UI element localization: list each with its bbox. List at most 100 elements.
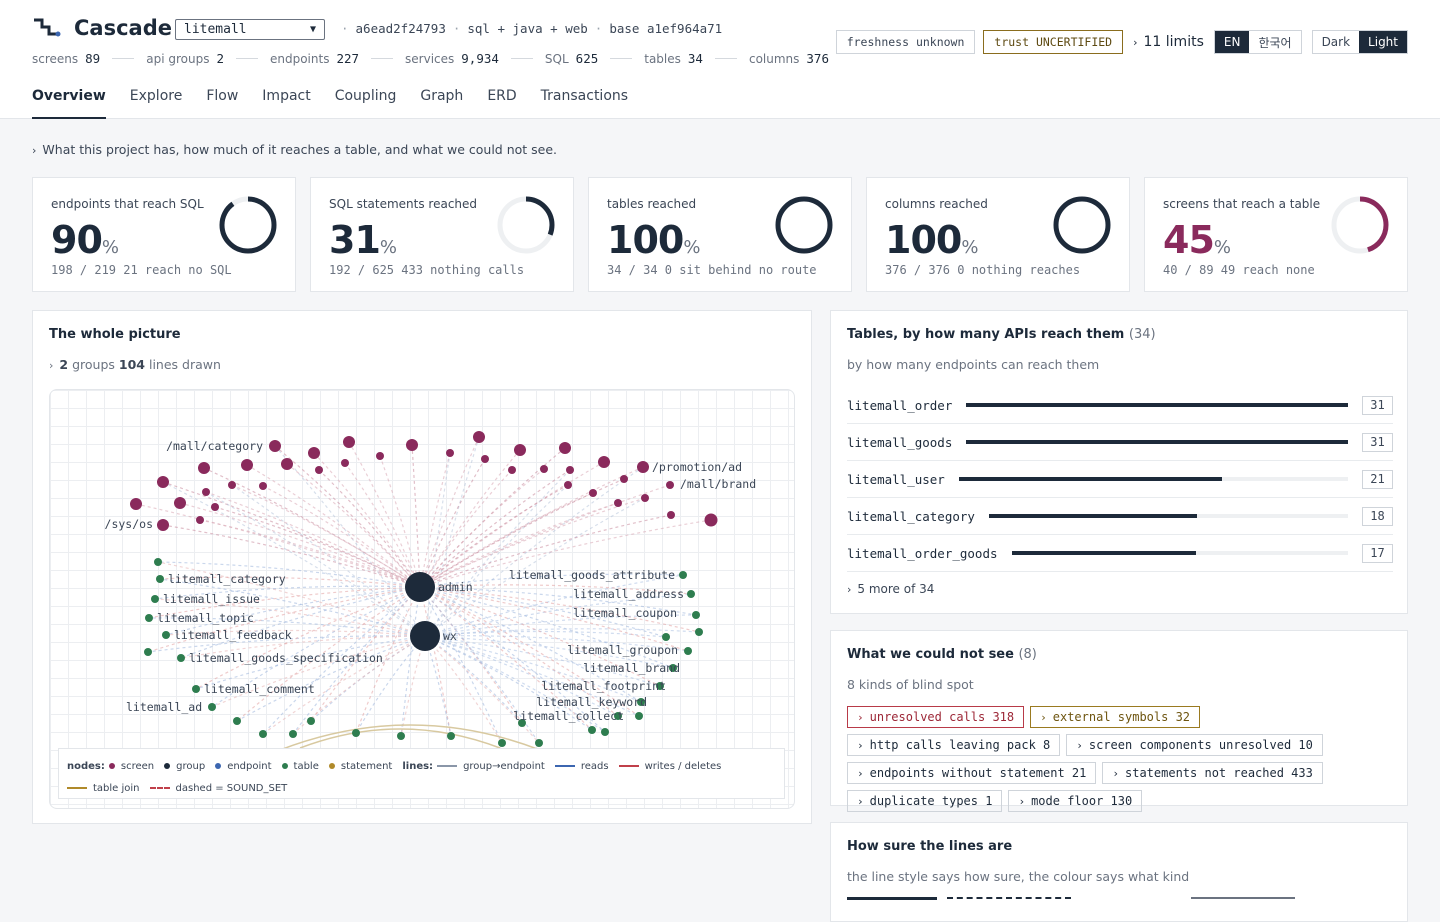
theme-light-button[interactable]: Light xyxy=(1359,31,1407,53)
kpi-card[interactable]: SQL statements reached 31% 192 / 625 433… xyxy=(310,177,574,292)
kpi-card[interactable]: screens that reach a table 45% 40 / 89 4… xyxy=(1144,177,1408,292)
project-select-value: litemall xyxy=(184,22,247,37)
tab-overview[interactable]: Overview xyxy=(32,88,106,119)
chevron-right-icon: › xyxy=(1040,710,1047,724)
graph-edge xyxy=(419,466,644,588)
chevron-right-icon: › xyxy=(857,766,864,780)
intro-text[interactable]: › What this project has, how much of it r… xyxy=(32,142,557,157)
kpi-unit: % xyxy=(101,237,119,258)
blind-spot-chip[interactable]: › external symbols 32 xyxy=(1030,706,1201,728)
graph-edge xyxy=(424,635,689,652)
table-count: 17 xyxy=(1362,543,1393,563)
tab-transactions[interactable]: Transactions xyxy=(540,88,629,104)
stat-label: tables xyxy=(644,51,681,66)
intro-label: What this project has, how much of it re… xyxy=(42,142,558,157)
table-row[interactable]: litemall_order_goods 17 xyxy=(847,535,1393,572)
table-row[interactable]: litemall_user 21 xyxy=(847,461,1393,498)
theme-dark-button[interactable]: Dark xyxy=(1312,31,1360,53)
kpi-ring xyxy=(1053,196,1111,254)
table-name: litemall_user xyxy=(847,471,945,487)
screen-node xyxy=(343,436,355,448)
stat-value: 9,934 xyxy=(461,51,499,66)
graph-edge xyxy=(424,635,452,737)
table-node xyxy=(601,728,609,736)
legend-dot-icon xyxy=(215,763,222,769)
limits-toggle[interactable]: › 11 limits xyxy=(1133,34,1204,50)
lang-en-button[interactable]: EN xyxy=(1214,31,1250,53)
tab-flow[interactable]: Flow xyxy=(206,88,239,104)
legend-dot-icon xyxy=(281,763,288,769)
blind-spot-chip[interactable]: › statements not reached 433 xyxy=(1102,762,1323,784)
project-meta: · a6ead2f24793 · sql + java + web · base a1ef… xyxy=(341,21,723,36)
cascade-logo-icon xyxy=(34,18,61,37)
blind-spot-chip[interactable]: › endpoints without statement 21 xyxy=(847,762,1097,784)
graph-node-label: litemall_goods_specification xyxy=(189,651,383,665)
graph-edge xyxy=(424,635,540,744)
graph-svg[interactable]: /mall/category/promotion/ad/mall/brand/s… xyxy=(50,390,795,809)
stat-label: endpoints xyxy=(269,51,330,66)
graph-edge xyxy=(355,635,426,734)
screen-node xyxy=(589,489,597,497)
table-row[interactable]: litemall_category 18 xyxy=(847,498,1393,535)
chip-label: external symbols 32 xyxy=(1052,710,1191,724)
screen-node xyxy=(211,503,219,511)
table-name: litemall_order xyxy=(847,397,953,413)
table-join-edge xyxy=(279,724,541,751)
graph-edge xyxy=(419,519,712,588)
tab-impact[interactable]: Impact xyxy=(262,88,311,104)
picture-summary[interactable]: › 2 groups 104 lines drawn xyxy=(49,357,221,372)
screen-node xyxy=(614,499,622,507)
screen-node xyxy=(202,488,210,496)
legend-line-icon xyxy=(67,787,87,789)
stat-separator xyxy=(714,58,737,59)
graph-edge xyxy=(419,497,646,588)
kpi-card[interactable]: endpoints that reach SQL 90% 198 / 219 2… xyxy=(32,177,296,292)
graph-edge xyxy=(424,466,644,637)
tab-erd[interactable]: ERD xyxy=(487,88,517,104)
blind-spot-chip[interactable]: › screen components unresolved 10 xyxy=(1066,734,1323,756)
more-tables-toggle[interactable]: › 5 more of 34 xyxy=(847,582,934,596)
blind-spot-chip[interactable]: › duplicate types 1 xyxy=(847,790,1003,812)
kpi-label: screens that reach a table xyxy=(1163,197,1321,211)
table-bar xyxy=(1011,551,1348,555)
blind-spot-chip[interactable]: › mode floor 130 xyxy=(1008,790,1143,812)
blind-spot-chip[interactable]: › http calls leaving pack 8 xyxy=(847,734,1061,756)
screen-node xyxy=(598,456,610,468)
tables-panel: Tables, by how many APIs reach them (34)… xyxy=(830,310,1408,614)
table-node xyxy=(151,595,159,603)
graph-edge xyxy=(274,445,421,588)
graph-canvas[interactable]: /mall/category/promotion/ad/mall/brand/s… xyxy=(49,389,795,809)
chip-label: duplicate types 1 xyxy=(869,794,993,808)
table-node xyxy=(397,732,405,740)
stat-label: api groups xyxy=(146,51,210,66)
project-select[interactable]: litemall ▼ xyxy=(175,19,325,40)
legend-dot-icon xyxy=(108,763,115,769)
tab-graph[interactable]: Graph xyxy=(420,88,464,104)
graph-edge xyxy=(318,469,421,588)
table-bar-fill xyxy=(988,514,1198,518)
tab-explore[interactable]: Explore xyxy=(129,88,183,104)
chevron-right-icon: › xyxy=(857,710,864,724)
table-bar-fill xyxy=(966,403,1348,407)
graph-edge xyxy=(424,635,661,687)
kpi-card[interactable]: tables reached 100% 34 / 34 0 sit behind… xyxy=(588,177,852,292)
kpi-number: 90 xyxy=(51,218,103,262)
tab-coupling[interactable]: Coupling xyxy=(334,88,397,104)
trust-badge[interactable]: trust UNCERTIFIED xyxy=(983,30,1124,54)
table-row[interactable]: litemall_goods 31 xyxy=(847,424,1393,461)
graph-edge xyxy=(419,484,569,588)
lines-count: 104 xyxy=(118,357,145,372)
kpi-value: 90% xyxy=(51,218,119,262)
blind-spot-chip[interactable]: › unresolved calls 318 xyxy=(847,706,1025,728)
legend-line-item: reads xyxy=(554,761,609,772)
graph-edge xyxy=(292,586,421,735)
graph-edge xyxy=(419,449,521,588)
kpi-value: 100% xyxy=(607,218,700,262)
kpi-card[interactable]: columns reached 100% 376 / 376 0 nothing… xyxy=(866,177,1130,292)
table-row[interactable]: litemall_order 31 xyxy=(847,387,1393,424)
screen-node xyxy=(196,516,204,524)
chevron-right-icon: › xyxy=(32,144,37,157)
lang-ko-button[interactable]: 한국어 xyxy=(1249,31,1301,53)
stat-item: tables 34 xyxy=(644,51,703,66)
graph-edge xyxy=(419,584,692,595)
